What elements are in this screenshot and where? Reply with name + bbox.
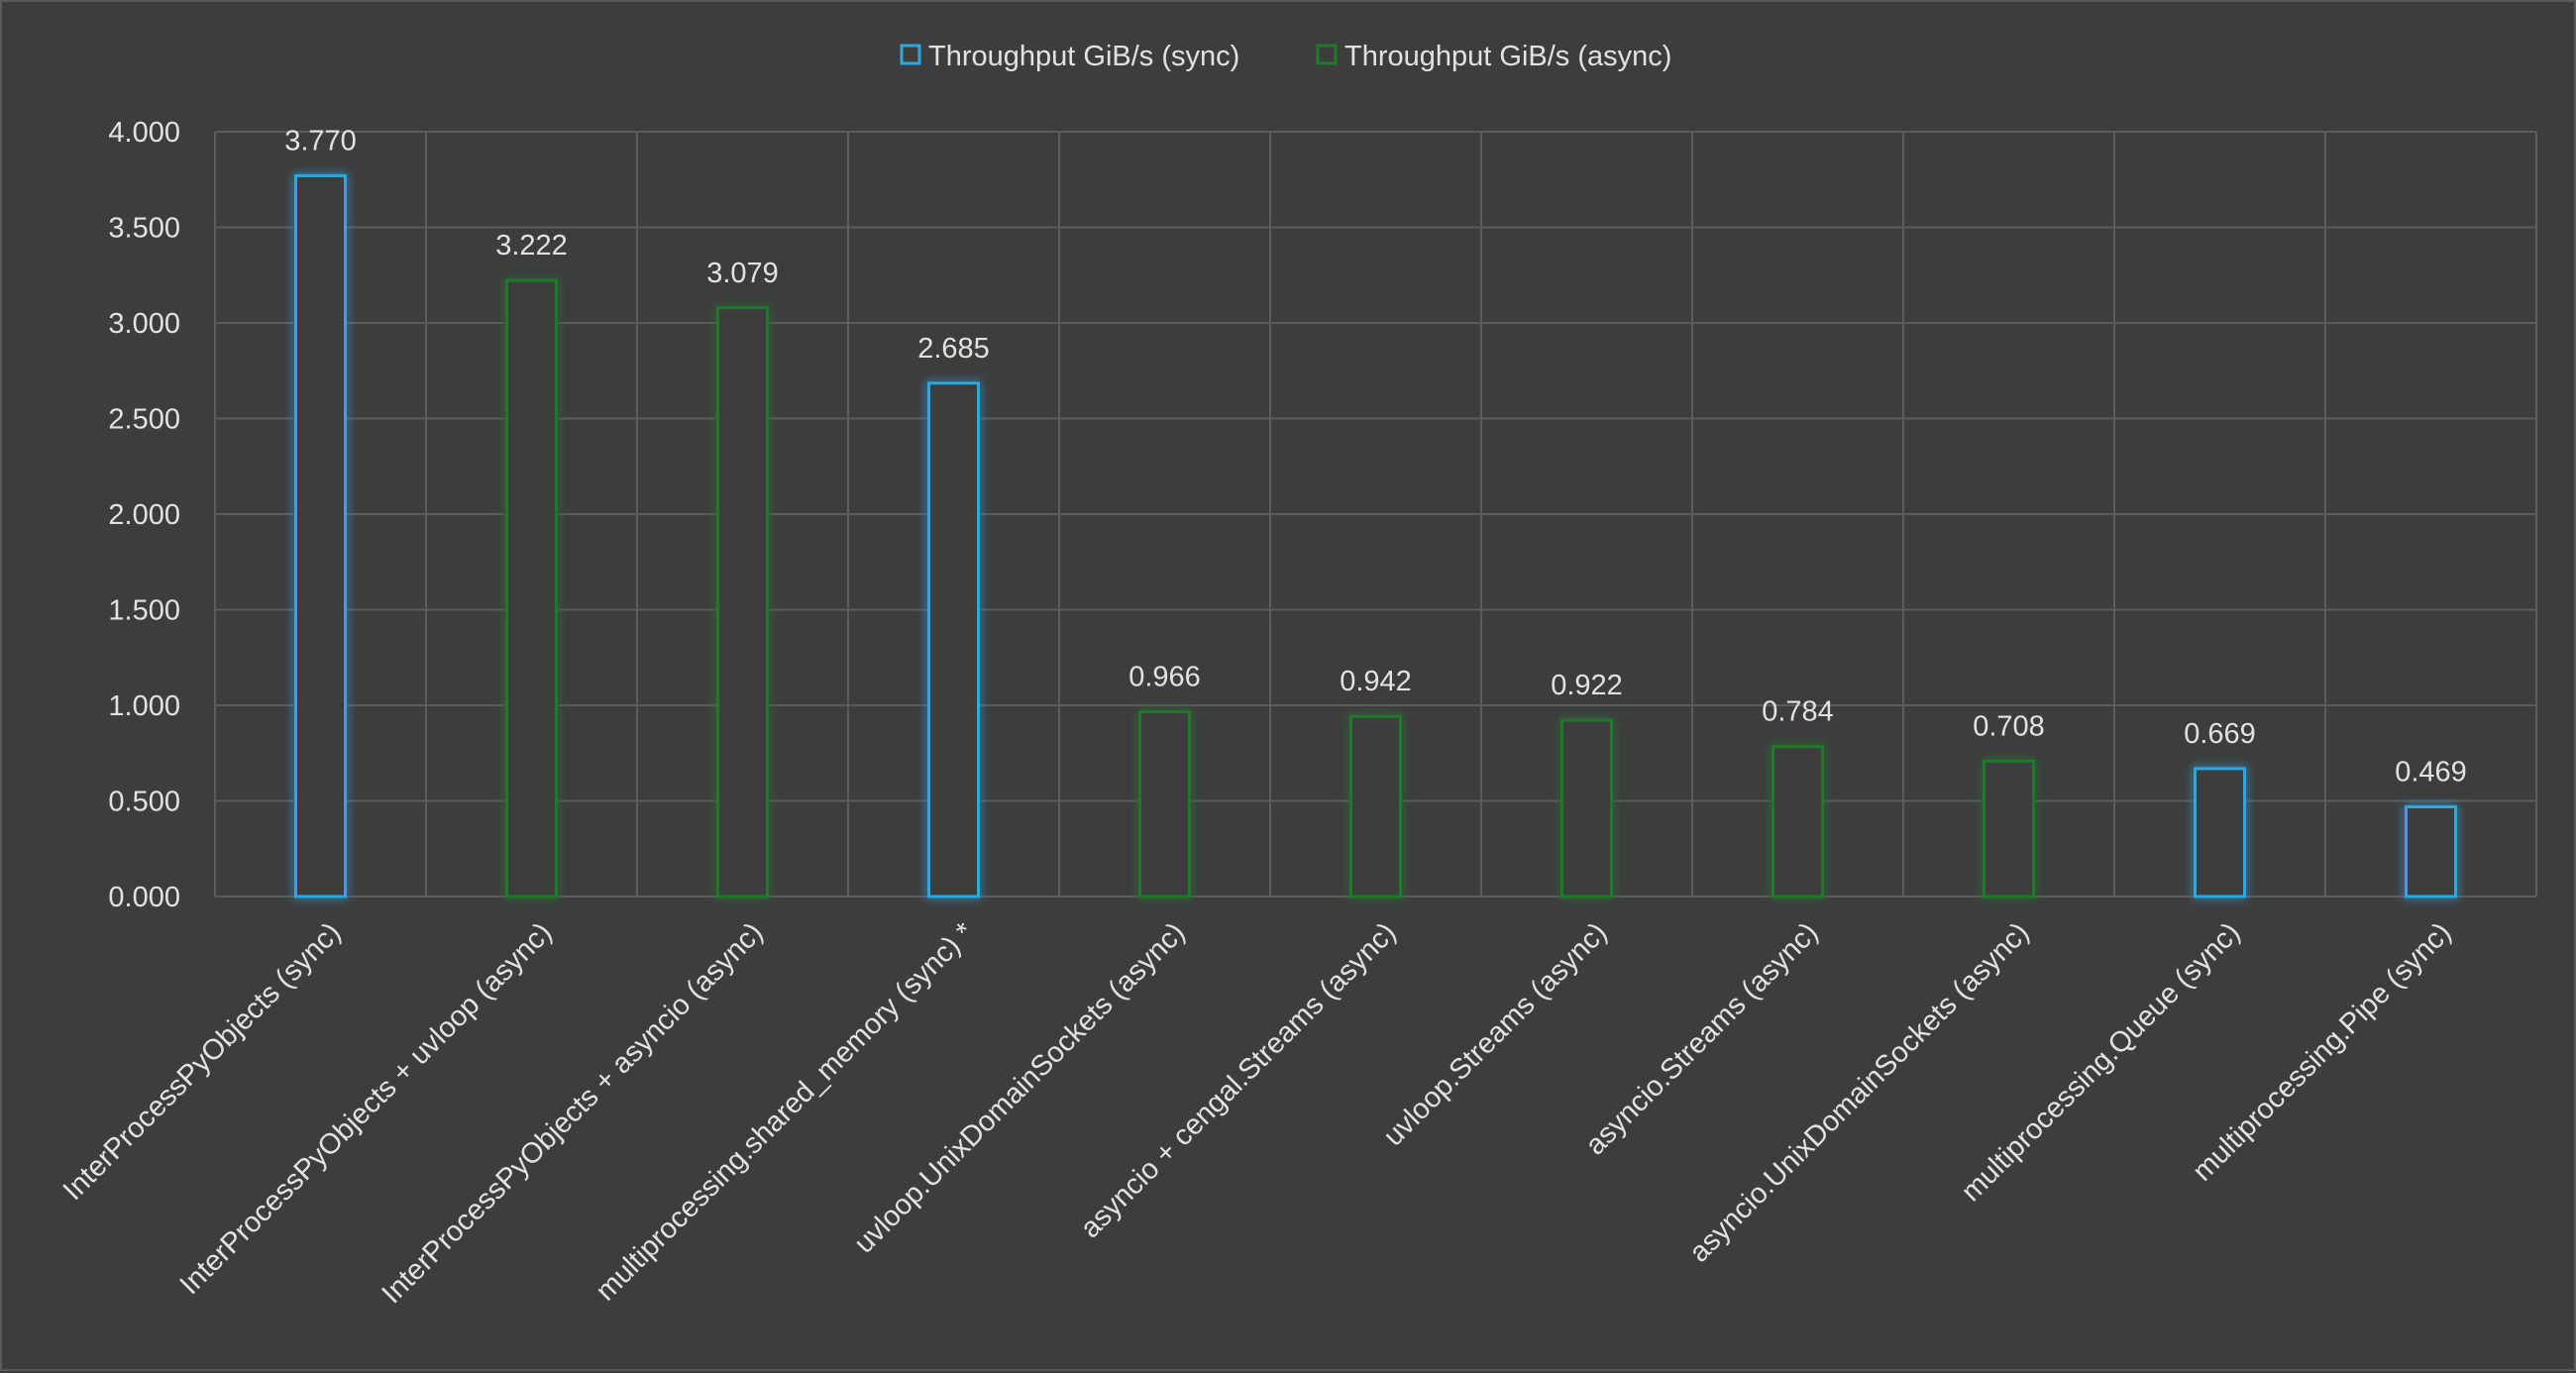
bar xyxy=(2405,804,2457,898)
data-label: 0.669 xyxy=(2184,718,2256,750)
data-label: 3.222 xyxy=(495,230,568,262)
grid-lines xyxy=(214,131,2537,898)
bar xyxy=(1560,718,1613,898)
y-tick-label: 0.500 xyxy=(108,787,180,818)
x-tick-label: asyncio.Streams (async) xyxy=(1579,916,1824,1161)
data-label: 0.922 xyxy=(1551,670,1623,701)
x-tick-label: uvloop.Streams (async) xyxy=(1377,916,1613,1152)
bar xyxy=(927,381,980,898)
bar xyxy=(1138,710,1191,898)
x-tick-label: uvloop.UnixDomainSockets (async) xyxy=(848,916,1191,1259)
data-labels: 3.770 3.222 3.079 2.685 0.966 0.942 0.922 0.784… xyxy=(284,125,2467,788)
bar xyxy=(2194,767,2246,898)
bar xyxy=(294,173,347,898)
y-tick-label: 0.000 xyxy=(108,882,180,913)
x-tick-label: asyncio.UnixDomainSockets (async) xyxy=(1683,916,2035,1268)
data-label: 3.079 xyxy=(706,258,779,289)
legend-swatch xyxy=(900,44,921,65)
legend: Throughput GiB/s (sync) Throughput GiB/s … xyxy=(900,41,1671,72)
legend-entry: Throughput GiB/s (sync) xyxy=(928,41,1239,72)
legend-swatch xyxy=(1316,44,1338,65)
y-axis-tick-labels: 0.000 0.500 1.000 1.500 2.000 2.500 3.000 3.500… xyxy=(108,117,180,913)
bar xyxy=(505,278,558,898)
y-tick-label: 2.000 xyxy=(108,499,180,531)
y-tick-label: 2.500 xyxy=(108,404,180,436)
y-tick-label: 1.500 xyxy=(108,595,180,627)
bars xyxy=(294,173,2457,898)
legend-entry: Throughput GiB/s (async) xyxy=(1344,41,1671,72)
x-axis-category-labels: InterProcessPyObjects (sync)InterProcess… xyxy=(57,916,2458,1310)
y-tick-label: 4.000 xyxy=(108,117,180,149)
bar xyxy=(716,306,769,898)
data-label: 2.685 xyxy=(917,333,990,365)
data-label: 3.770 xyxy=(284,125,357,157)
data-label: 0.966 xyxy=(1128,662,1201,693)
y-tick-label: 3.000 xyxy=(108,308,180,340)
data-label: 0.708 xyxy=(1973,710,2045,742)
x-tick-label: multiprocessing.shared_memory (sync) * xyxy=(590,916,980,1307)
bar xyxy=(1349,714,1402,898)
x-tick-label: InterProcessPyObjects + asyncio (async) xyxy=(376,916,769,1310)
y-tick-label: 1.000 xyxy=(108,690,180,722)
bar xyxy=(1771,745,1824,898)
x-tick-label: InterProcessPyObjects + uvloop (async) xyxy=(174,916,559,1301)
data-label: 0.469 xyxy=(2395,756,2467,788)
y-tick-label: 3.500 xyxy=(108,213,180,245)
data-label: 0.942 xyxy=(1340,666,1412,697)
bar xyxy=(1983,759,2035,898)
data-label: 0.784 xyxy=(1762,696,1834,728)
